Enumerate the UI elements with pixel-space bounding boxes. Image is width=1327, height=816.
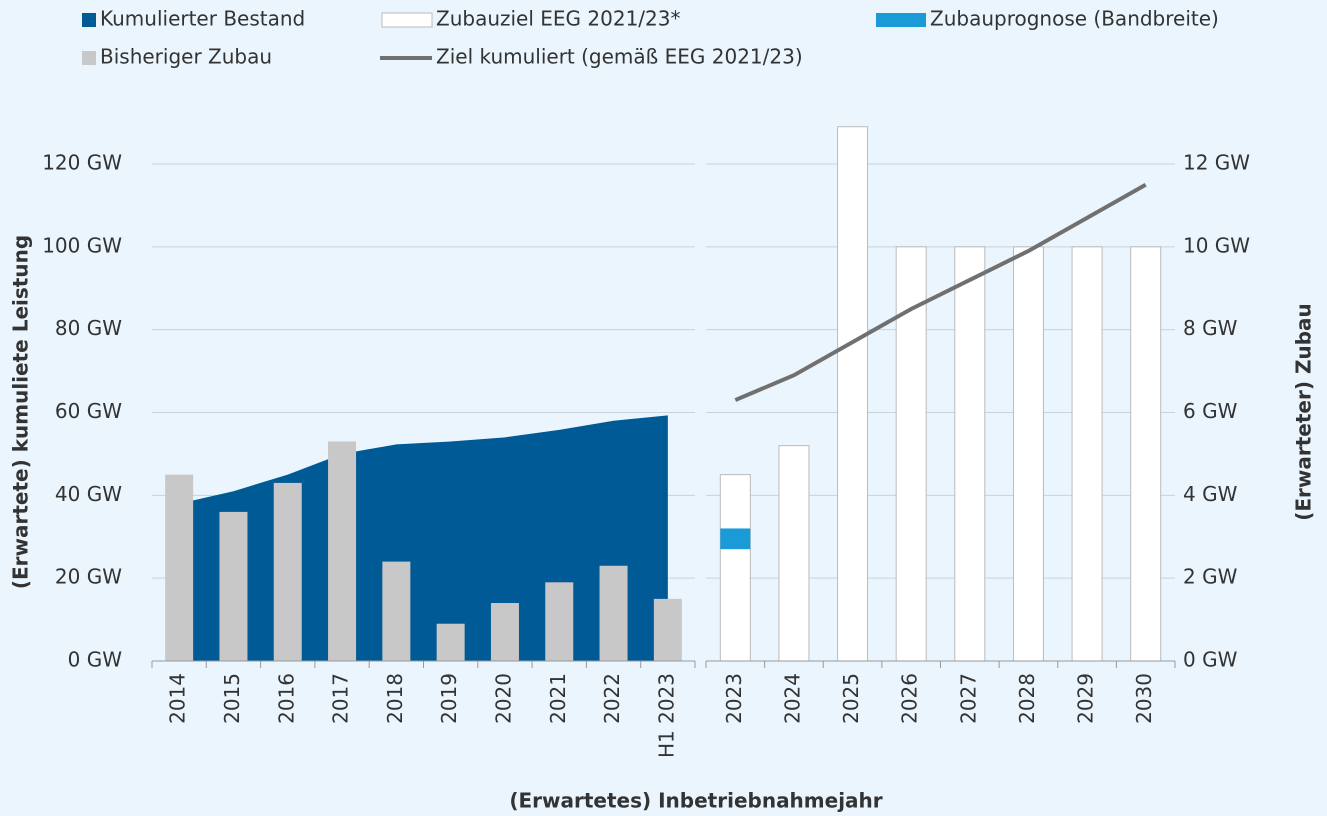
x-tick-label: 2022 [600,673,624,724]
y-axis-title: (Erwartete) kumuliete Leistung [9,235,33,589]
x-tick-label: 2026 [898,673,922,724]
y-tick-label: 0 GW [68,648,123,672]
bar [1130,246,1162,662]
y2-tick-label: 0 GW [1183,648,1238,672]
bar [328,441,357,661]
y2-axis-title: (Erwarteter) Zubau [1292,303,1316,521]
x-tick-label: 2029 [1074,673,1098,724]
bar [599,565,628,661]
bar [653,598,682,661]
y-tick-label: 40 GW [55,482,122,506]
legend-label: Ziel kumuliert (gemäß EEG 2021/23) [436,45,803,69]
bar [382,561,411,661]
x-axis-title: (Erwartetes) Inbetriebnahmejahr [509,789,882,813]
x-tick-label: 2016 [274,673,298,724]
bar [490,603,519,661]
y-tick-label: 120 GW [42,151,122,175]
y2-tick-label: 4 GW [1183,482,1238,506]
bar [545,582,574,661]
y-tick-label: 80 GW [55,316,122,340]
legend-label: Bisheriger Zubau [100,45,272,69]
y-tick-label: 60 GW [55,399,122,423]
bar [1071,246,1103,662]
y2-tick-label: 8 GW [1183,316,1238,340]
bar [954,246,986,662]
x-tick-label: 2024 [780,673,804,724]
y2-tick-label: 10 GW [1183,233,1250,257]
y2-tick-label: 2 GW [1183,565,1238,589]
y-tick-label: 100 GW [42,233,122,257]
x-tick-label: 2017 [329,673,353,724]
x-tick-label: 2027 [956,673,980,724]
bar [165,474,194,661]
x-tick-label: 2015 [220,673,244,724]
range-bar [720,528,751,550]
legend-swatch [381,12,433,28]
x-tick-label: H1 2023 [654,673,678,758]
x-tick-label: 2023 [722,673,746,724]
legend-swatch [876,13,926,27]
y2-tick-label: 6 GW [1183,399,1238,423]
x-tick-label: 2019 [437,673,461,724]
line [734,182,1147,402]
legend-swatch [82,13,96,27]
x-tick-label: 2028 [1015,673,1039,724]
legend-swatch [82,51,96,65]
bar [778,445,810,662]
x-tick-label: 2014 [166,673,190,724]
x-tick-label: 2025 [839,673,863,724]
bar [1012,246,1044,662]
x-tick-label: 2020 [491,673,515,724]
bar [837,126,869,662]
y-tick-label: 20 GW [55,565,122,589]
x-tick-label: 2030 [1132,673,1156,724]
x-tick-label: 2018 [383,673,407,724]
legend-label: Zubauziel EEG 2021/23* [436,7,681,31]
bar [273,482,302,661]
legend-label: Zubauprognose (Bandbreite) [930,7,1219,31]
x-tick-label: 2021 [546,673,570,724]
legend-label: Kumulierter Bestand [100,7,305,31]
y2-tick-label: 12 GW [1183,151,1250,175]
area [179,415,668,661]
bar [719,474,751,662]
bar [219,511,248,661]
bar [436,623,465,661]
